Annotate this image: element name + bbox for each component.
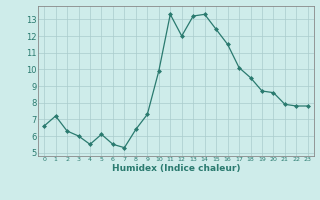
X-axis label: Humidex (Indice chaleur): Humidex (Indice chaleur): [112, 164, 240, 173]
